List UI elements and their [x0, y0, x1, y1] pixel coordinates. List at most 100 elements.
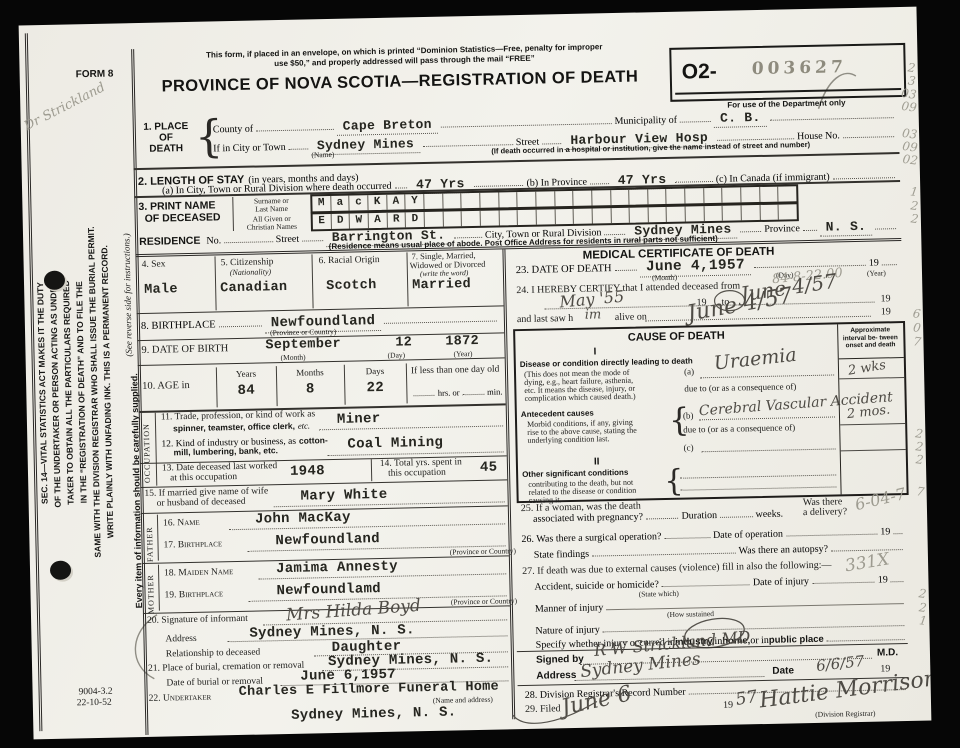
- cause-a-label: (a): [683, 366, 695, 377]
- mother-side-label: MOTHER: [145, 574, 156, 615]
- q25-weeks-label: weeks.: [755, 508, 784, 521]
- undertaker-address-value: Sydney Mines, N. S.: [290, 704, 457, 724]
- mother-maiden-label: 18. Maiden Name: [164, 567, 234, 579]
- pencil-margin-number: 2: [918, 586, 928, 602]
- pencil-margin-number: 2: [915, 452, 925, 468]
- cause-roman-II: II: [593, 456, 600, 468]
- certify-label: 24. I HEREBY CERTIFY that I attended dec…: [516, 280, 741, 297]
- last-saw-him: im: [584, 307, 602, 323]
- age-min-label: min.: [486, 386, 503, 397]
- occupation-label-11b: spinner, teamster, office clerk,: [172, 420, 296, 434]
- cause-a-dots: [700, 374, 835, 379]
- pencil-checkmark: [817, 72, 857, 109]
- dob-day-value: 12: [395, 335, 413, 351]
- doctor-margin-note: Dr Strickland: [21, 80, 108, 135]
- q26-findings-label: State findings: [533, 548, 590, 561]
- informant-label: 20. Signature of informant: [147, 613, 248, 626]
- q26-opdate-label: Date of operation: [712, 528, 784, 542]
- father-side-label: FATHER: [144, 526, 155, 563]
- column-divider: [502, 249, 516, 720]
- residence-label: RESIDENCE: [139, 234, 201, 249]
- pen-circle-industry: [684, 617, 745, 649]
- age-hrs-label: hrs. or: [437, 387, 460, 398]
- cause-c-dots: [701, 448, 836, 453]
- filed-year-value: 57: [734, 686, 759, 710]
- age-years-value: 84: [237, 382, 256, 399]
- age-hrs-min-line: hrs. or min.: [410, 386, 502, 398]
- q27-label: 27. If death was due to external causes …: [522, 559, 832, 578]
- signed-date-label: Date: [772, 665, 795, 677]
- filed-19: 19: [722, 699, 734, 711]
- residence-no-label: No.: [206, 235, 222, 247]
- other-dots-2: [680, 486, 837, 491]
- occupation-label-12c: mill, lumbering, bank, etc.: [173, 445, 279, 458]
- to-19: 19: [880, 293, 891, 305]
- registration-prefix: O2-: [681, 59, 717, 84]
- q25-delivery-label: a delivery?: [802, 506, 848, 519]
- interval-b-value: 2 mos.: [846, 402, 891, 423]
- undertaker-caption: (Name and address): [432, 694, 493, 705]
- other-brace: {: [663, 463, 684, 500]
- statute-text-vertical: SEC. 14—VITAL STATISTICS ACT MAKES IT TH…: [32, 177, 121, 609]
- pencil-margin-number: 0: [912, 320, 923, 336]
- interval-a-value: 2 wks: [846, 357, 887, 379]
- pen-circle-to: [713, 290, 746, 312]
- age-days-value: 22: [366, 379, 385, 397]
- citizenship-value: Canadian: [220, 279, 288, 297]
- q26-label: 26. Was there a surgical operation?: [521, 531, 662, 546]
- dod-year-caption: (Year): [866, 268, 886, 278]
- other-dots-1: [680, 474, 837, 479]
- father-birthplace-label: 17. Birthplace: [163, 539, 223, 551]
- pencil-margin-number: 1: [909, 184, 920, 200]
- pencil-margin-number: 1: [918, 613, 929, 629]
- q27-nature-label: Nature of injury: [535, 624, 600, 637]
- sex-value: Male: [144, 282, 178, 298]
- father-name-label: 16. Name: [162, 517, 200, 529]
- name-heading2: OF DECEASED: [144, 211, 221, 225]
- dob-month-value: September: [265, 336, 342, 354]
- form-number-label: FORM 8: [75, 68, 114, 81]
- municipality-value: C. B.: [713, 109, 767, 128]
- date-of-death-label: 23. DATE OF DEATH: [515, 263, 612, 277]
- father-birthplace-value: Newfoundland: [275, 531, 381, 550]
- interval-rule-2: [840, 423, 906, 426]
- interval-divider: [837, 324, 842, 495]
- total-years-value: 45: [479, 459, 498, 476]
- surname-label: Surname or Last Name: [253, 195, 289, 214]
- filed-signature-flourish: [512, 701, 598, 724]
- q27-statewhich-caption: (State which): [638, 588, 679, 599]
- cause-due2: due to (or as a consequence of): [683, 422, 796, 435]
- county-value: Cape Breton: [336, 116, 438, 136]
- form-title: PROVINCE OF NOVA SCOTIA—REGISTRATION OF …: [161, 67, 639, 96]
- q26-19: 19: [880, 526, 891, 538]
- cause-c-label: (c): [683, 442, 694, 453]
- last-19: 19: [880, 306, 891, 318]
- spouse-value: Mary White: [300, 486, 388, 505]
- pencil-margin-number: 2: [910, 211, 920, 227]
- spouse-label-2: or husband of deceased: [156, 496, 246, 509]
- city-of-death-label: If in City or Town: [213, 141, 286, 155]
- dob-day-caption: (Day): [387, 350, 406, 360]
- informant-address-label: Address: [165, 633, 197, 645]
- undertaker-label: 22. Undertaker: [148, 692, 212, 704]
- death-registration-form-paper: FORM 8 Dr Strickland SEC. 14—VITAL STATI…: [18, 6, 932, 740]
- racial-origin-label: 6. Racial Origin: [318, 254, 380, 267]
- age-months-label: Months: [296, 367, 324, 378]
- total-years-label-2: this occupation: [387, 467, 446, 479]
- name-caption: (Name): [311, 149, 335, 160]
- marital-value: Married: [412, 277, 472, 294]
- q27-manner-label: Manner of injury: [534, 602, 604, 615]
- trade-value: Miner: [336, 410, 381, 428]
- pencil-margin-number: 6: [912, 306, 922, 322]
- last-saw-label-2: alive on: [614, 311, 647, 324]
- age-label: 10. AGE in: [142, 379, 190, 392]
- relationship-label: Relationship to deceased: [165, 647, 261, 660]
- residence-province-value: N. S.: [819, 218, 873, 237]
- physician-address-label: Address: [536, 669, 577, 682]
- cause-roman-I: I: [593, 346, 597, 358]
- pencil-margin-number: 7: [912, 334, 923, 350]
- age-less-label: If less than one day old: [410, 364, 500, 377]
- last-saw-label-1: and last saw h: [516, 312, 574, 326]
- last-saw-dots: [644, 315, 871, 322]
